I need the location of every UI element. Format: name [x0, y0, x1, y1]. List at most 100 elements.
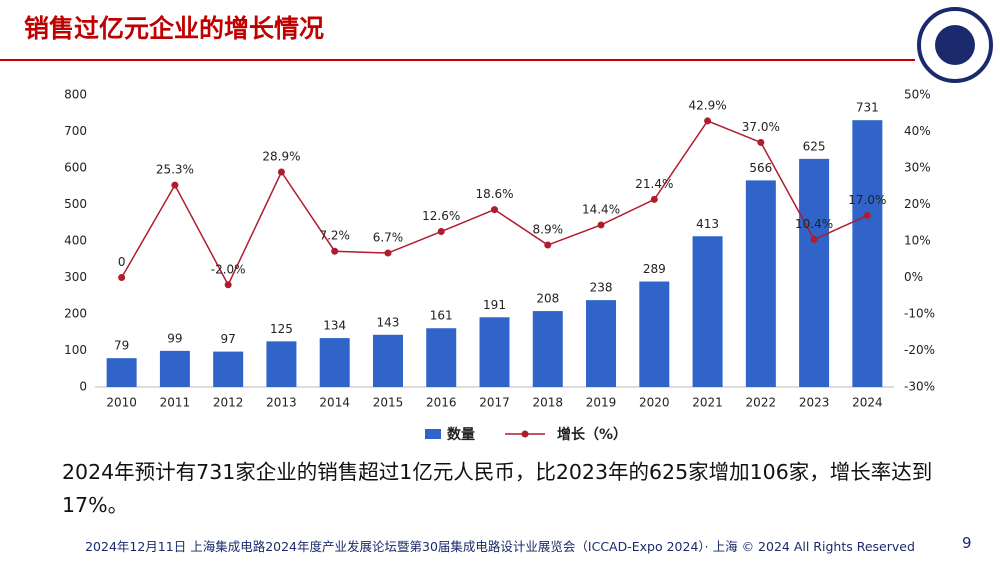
bar — [319, 338, 350, 387]
bar-value-label: 125 — [270, 322, 293, 336]
bar — [266, 341, 297, 387]
growth-point — [863, 211, 871, 219]
bar — [106, 358, 137, 387]
bar — [372, 334, 403, 387]
y-tick-label: 200 — [64, 307, 87, 321]
x-tick-label: 2022 — [746, 396, 777, 410]
x-tick-label: 2011 — [160, 396, 191, 410]
y-tick-label: 800 — [64, 88, 87, 102]
bar-value-label: 289 — [643, 262, 666, 276]
x-tick-label: 2023 — [799, 396, 830, 410]
x-tick-label: 2024 — [852, 396, 883, 410]
growth-value-label: 0 — [118, 255, 126, 269]
bar — [745, 180, 776, 387]
bar-value-label: 625 — [803, 139, 826, 153]
growth-point — [757, 138, 765, 146]
bar — [639, 281, 670, 387]
logo — [917, 7, 993, 83]
x-tick-label: 2018 — [532, 396, 563, 410]
footer: 2024年12月11日 上海集成电路2024年度产业发展论坛暨第30届集成电路设… — [85, 539, 915, 554]
x-tick-label: 2014 — [319, 396, 350, 410]
bar — [213, 351, 244, 387]
legend-marker — [521, 430, 529, 438]
growth-point — [810, 236, 818, 244]
growth-point — [384, 249, 392, 257]
growth-value-label: -2.0% — [211, 262, 246, 276]
bar — [426, 328, 457, 387]
y2-tick-label: 50% — [904, 88, 931, 102]
legend-label: 增长（%） — [557, 426, 627, 443]
logo-core — [935, 25, 975, 65]
growth-point — [224, 281, 232, 289]
y2-tick-label: 0% — [904, 270, 923, 284]
slide-title: 销售过亿元企业的增长情况 — [24, 14, 324, 43]
y2-tick-label: -30% — [904, 380, 935, 394]
growth-point — [491, 206, 498, 214]
x-tick-label: 2019 — [586, 396, 617, 410]
x-tick-label: 2010 — [106, 396, 137, 410]
bar-value-label: 99 — [167, 331, 182, 345]
y2-tick-label: -20% — [904, 343, 935, 357]
y-tick-label: 500 — [64, 197, 87, 211]
x-tick-label: 2013 — [266, 396, 297, 410]
bar — [532, 311, 563, 387]
bar — [692, 236, 723, 387]
growth-value-label: 42.9% — [689, 98, 727, 112]
growth-point — [650, 195, 658, 203]
y-tick-label: 700 — [64, 124, 87, 138]
bar-value-label: 731 — [856, 101, 879, 115]
bar-value-label: 238 — [590, 281, 613, 295]
x-tick-label: 2021 — [692, 396, 723, 410]
y2-tick-label: -10% — [904, 307, 935, 321]
legend-label: 数量 — [447, 426, 475, 443]
bar — [159, 350, 190, 387]
growth-value-label: 12.6% — [422, 209, 460, 223]
bar-value-label: 143 — [377, 315, 400, 329]
y2-tick-label: 10% — [904, 234, 931, 248]
growth-value-label: 8.9% — [533, 223, 564, 237]
y2-tick-label: 20% — [904, 197, 931, 211]
y2-tick-label: 40% — [904, 124, 931, 138]
growth-value-label: 17.0% — [848, 193, 886, 207]
bar — [586, 300, 617, 387]
bar-value-label: 566 — [749, 161, 772, 175]
y-tick-label: 400 — [64, 234, 87, 248]
growth-point — [597, 221, 605, 229]
bar-value-label: 208 — [536, 292, 559, 306]
growth-point — [544, 241, 552, 249]
bar-value-label: 134 — [323, 319, 346, 333]
y-tick-label: 0 — [79, 380, 87, 394]
y-tick-label: 100 — [64, 343, 87, 357]
x-tick-label: 2012 — [213, 396, 244, 410]
bar-value-label: 97 — [221, 332, 236, 346]
legend-swatch — [425, 429, 441, 439]
growth-value-label: 10.4% — [795, 217, 833, 231]
growth-value-label: 37.0% — [742, 120, 780, 134]
growth-point — [331, 247, 339, 255]
body-text: 2024年预计有731家企业的销售超过1亿元人民币，比2023年的625家增加1… — [62, 460, 933, 517]
bar-value-label: 413 — [696, 217, 719, 231]
bar — [852, 120, 883, 387]
y-tick-label: 600 — [64, 161, 87, 175]
page-number: 9 — [962, 534, 972, 552]
growth-point — [118, 274, 126, 281]
x-tick-label: 2016 — [426, 396, 457, 410]
growth-value-label: 14.4% — [582, 202, 620, 216]
growth-value-label: 6.7% — [373, 231, 404, 245]
x-tick-label: 2020 — [639, 396, 670, 410]
growth-point — [704, 117, 712, 125]
growth-point — [171, 181, 179, 189]
growth-point — [437, 228, 445, 236]
bar-value-label: 191 — [483, 298, 506, 312]
y-tick-label: 300 — [64, 270, 87, 284]
bar — [479, 317, 510, 387]
growth-value-label: 21.4% — [635, 177, 673, 191]
x-tick-label: 2015 — [373, 396, 404, 410]
bar — [799, 158, 830, 387]
growth-value-label: 25.3% — [156, 163, 194, 177]
growth-value-label: 28.9% — [262, 150, 300, 164]
x-tick-label: 2017 — [479, 396, 510, 410]
y2-tick-label: 30% — [904, 161, 931, 175]
